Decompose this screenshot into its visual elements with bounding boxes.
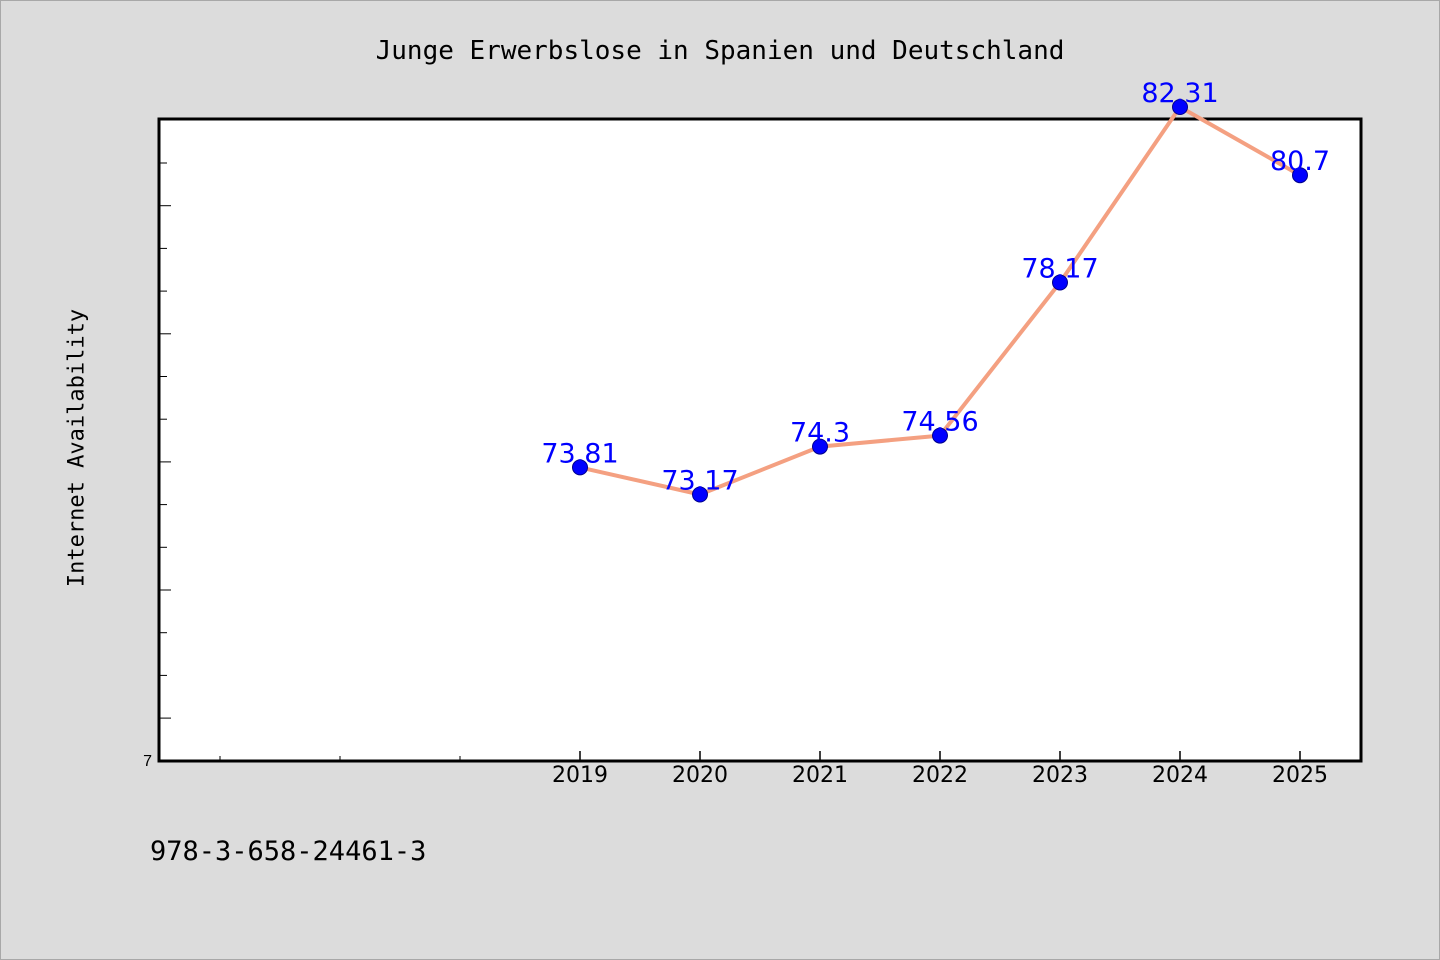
- isbn-text: 978-3-658-24461-3: [150, 836, 427, 867]
- x-tick-label: 2021: [792, 763, 848, 788]
- data-point: [932, 427, 948, 444]
- x-tick-label: 2022: [912, 763, 968, 788]
- data-point: [812, 438, 828, 455]
- y-axis-label: Internet Availability: [64, 308, 90, 588]
- chart-title: Junge Erwerbslose in Spanien und Deutsch…: [375, 36, 1065, 66]
- x-tick-label: 2024: [1152, 763, 1208, 788]
- data-point: [692, 486, 708, 503]
- plot-area: [157, 117, 1363, 763]
- y-minor-ticks: [159, 162, 171, 719]
- x-tick-label: 2023: [1032, 763, 1088, 788]
- x-tick-label: 2020: [672, 763, 728, 788]
- data-label: 80.7: [1270, 146, 1330, 177]
- data-point: [1292, 167, 1308, 184]
- x-tick-label: 2025: [1272, 763, 1328, 788]
- x-tick-label: 2019: [552, 763, 608, 788]
- data-point: [572, 459, 588, 476]
- data-label: 74.56: [901, 407, 978, 438]
- data-label: 74.3: [790, 418, 850, 449]
- data-label: 73.81: [541, 438, 618, 469]
- data-label: 82.31: [1141, 78, 1218, 109]
- x-major-ticks: [579, 751, 1301, 761]
- x-minor-ticks: [219, 756, 461, 761]
- data-label: 73.17: [661, 466, 738, 497]
- data-label: 78.17: [1021, 254, 1098, 285]
- x-tick-labels: 2019 2020 2021 2022 2023 2024 2025: [552, 763, 1328, 788]
- y-tick-label: 7: [143, 753, 152, 770]
- series-group: 73.81 73.17 74.3 74.56 78.17 82.31 80.7: [541, 78, 1330, 503]
- data-point: [1052, 274, 1068, 291]
- data-point: [1172, 99, 1188, 115]
